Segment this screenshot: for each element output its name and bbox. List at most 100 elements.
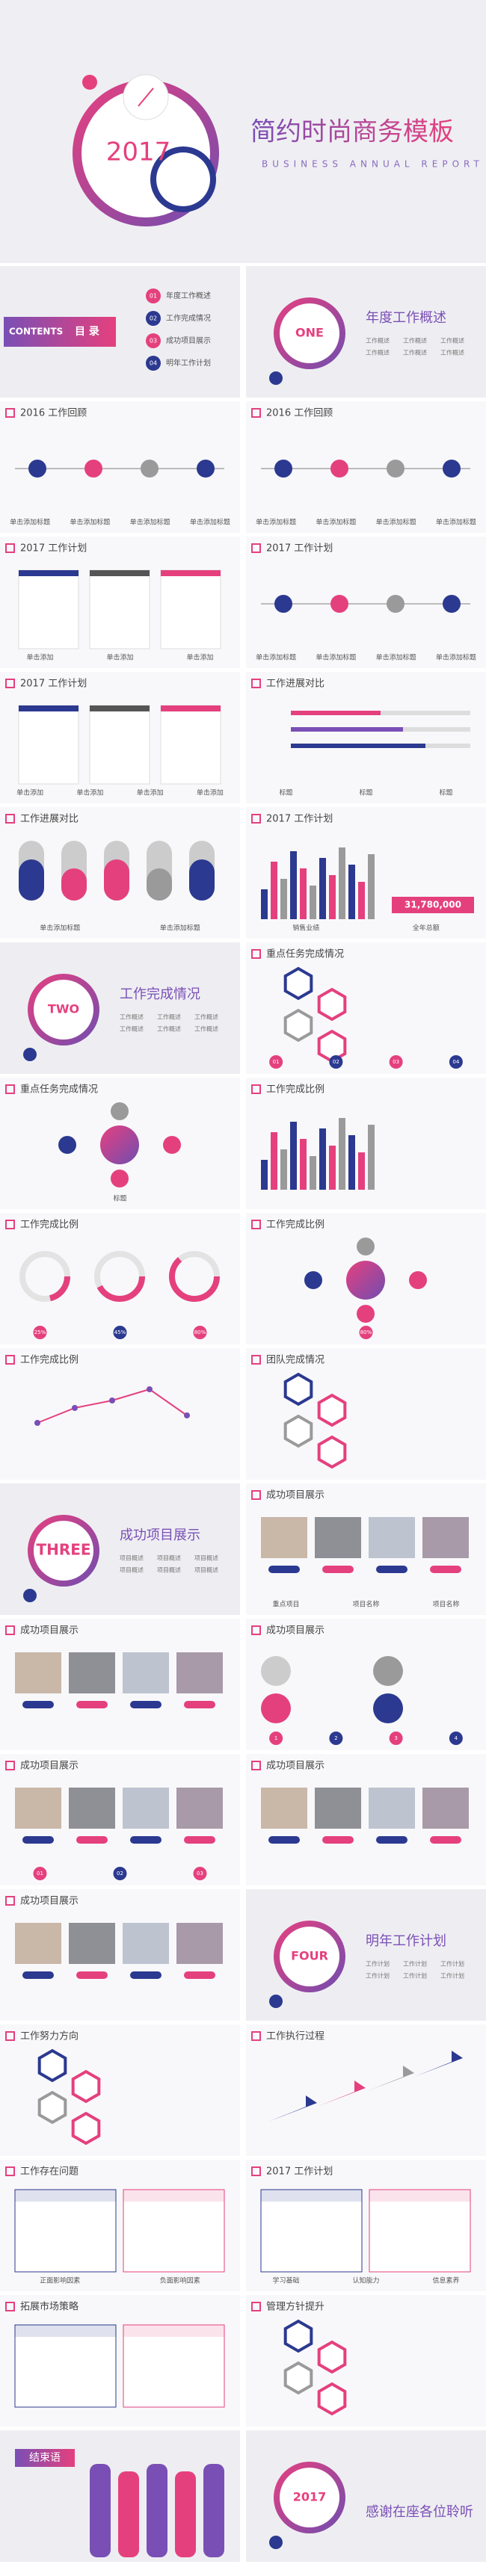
title-icon bbox=[5, 2031, 15, 2041]
timeline-node bbox=[141, 460, 159, 478]
bar-shape bbox=[280, 1149, 287, 1190]
timeline-node bbox=[197, 460, 215, 478]
item-label: 单击添加标题 bbox=[316, 653, 356, 662]
timeline-node bbox=[387, 595, 405, 613]
photo-tag bbox=[322, 1836, 354, 1844]
photo-tag bbox=[322, 1566, 354, 1573]
number-disc bbox=[373, 1656, 403, 1686]
section-item: 工作计划 bbox=[440, 1972, 464, 1980]
section-item: 工作概述 bbox=[403, 349, 427, 356]
highlight-box bbox=[392, 897, 474, 913]
photo bbox=[69, 1923, 115, 1964]
section-disc bbox=[34, 1521, 93, 1581]
item-label: 单击添加 bbox=[186, 653, 213, 662]
title-icon bbox=[251, 949, 261, 959]
slide bbox=[246, 2295, 486, 2427]
contents-num-disc bbox=[146, 333, 161, 348]
slide bbox=[246, 672, 486, 803]
highlight-value: 31,780,000 bbox=[405, 900, 461, 910]
title-icon bbox=[251, 679, 261, 688]
hexagon bbox=[317, 987, 347, 1022]
item-label: 项目名称 bbox=[352, 1600, 379, 1609]
contents-number: 04 bbox=[150, 360, 157, 367]
hexagon bbox=[71, 2111, 101, 2146]
photo-tag bbox=[376, 1836, 407, 1844]
hexagon bbox=[317, 1393, 347, 1427]
item-label: 单击添加 bbox=[26, 653, 53, 662]
item-label: 标题 bbox=[439, 788, 452, 797]
title-icon bbox=[251, 1625, 261, 1635]
number-badge bbox=[193, 1867, 207, 1880]
photo bbox=[69, 1652, 115, 1693]
hexagon bbox=[283, 1372, 313, 1406]
number-disc bbox=[373, 1693, 403, 1723]
contents-num-disc bbox=[146, 356, 161, 371]
section-item: 项目概述 bbox=[194, 1554, 218, 1562]
number-badge bbox=[269, 1055, 283, 1069]
hero-small-disc bbox=[156, 152, 210, 206]
title-icon bbox=[251, 543, 261, 553]
section-item: 工作计划 bbox=[403, 1960, 427, 1968]
item-label: 重点项目 bbox=[272, 1600, 299, 1609]
photo-tag bbox=[184, 1701, 215, 1708]
section-item: 工作计划 bbox=[366, 1972, 390, 1980]
timeline-node bbox=[84, 460, 102, 478]
hub-node bbox=[409, 1271, 427, 1289]
number-badge bbox=[449, 1055, 463, 1069]
card-top bbox=[161, 705, 221, 711]
hub-node bbox=[111, 1170, 129, 1187]
section-item: 工作概述 bbox=[366, 337, 390, 345]
photo bbox=[176, 1788, 223, 1829]
number-label: 01 bbox=[273, 1059, 280, 1065]
section-dot bbox=[269, 371, 283, 385]
box-head bbox=[15, 2190, 116, 2202]
box-head bbox=[123, 2190, 224, 2202]
slide-title: 重点任务完成情况 bbox=[266, 948, 344, 960]
timeline-node bbox=[443, 595, 461, 613]
number-label: 2 bbox=[334, 1735, 337, 1741]
box-head bbox=[369, 2190, 470, 2202]
photo-tag bbox=[76, 1836, 108, 1844]
timeline-node bbox=[28, 460, 46, 478]
section-disc bbox=[280, 1927, 339, 1986]
section-badge: THREE bbox=[36, 1541, 90, 1559]
slide-title: 工作努力方向 bbox=[20, 2030, 79, 2042]
box-head bbox=[261, 2190, 362, 2202]
pill-fill bbox=[189, 859, 215, 901]
slide-title: 2017 工作计划 bbox=[20, 679, 87, 690]
number-disc bbox=[261, 1656, 291, 1686]
bar-shape bbox=[348, 865, 355, 919]
photo-tag bbox=[76, 1701, 108, 1708]
item-label: 销售业绩 bbox=[292, 924, 319, 933]
title-icon bbox=[251, 1220, 261, 1229]
slide-title: 团队完成情况 bbox=[266, 1355, 324, 1366]
title-icon bbox=[251, 1355, 261, 1365]
photo bbox=[422, 1788, 469, 1829]
section-disc bbox=[280, 2468, 339, 2527]
hexagon bbox=[283, 1414, 313, 1448]
number-badge bbox=[193, 1326, 207, 1339]
box-head bbox=[15, 2325, 116, 2337]
hexagon bbox=[283, 2361, 313, 2395]
card-top bbox=[19, 570, 79, 576]
item-label: 认知能力 bbox=[352, 2276, 379, 2285]
number-label: 80% bbox=[194, 1329, 206, 1335]
item-label: 单击添加标题 bbox=[70, 518, 110, 527]
bar-shape bbox=[290, 851, 297, 919]
section-item: 工作概述 bbox=[403, 337, 427, 345]
number-badge bbox=[389, 1055, 403, 1069]
card bbox=[89, 705, 150, 785]
title-icon bbox=[5, 1220, 15, 1229]
number-badge bbox=[269, 1732, 283, 1745]
card bbox=[160, 705, 221, 785]
hub-node bbox=[304, 1271, 322, 1289]
bar-shape bbox=[261, 1160, 268, 1190]
photo bbox=[261, 1517, 307, 1558]
timeline-node bbox=[274, 595, 292, 613]
closing-label: 结束语 bbox=[29, 2452, 61, 2464]
bar-shape bbox=[261, 889, 268, 919]
section-item: 工作计划 bbox=[403, 1972, 427, 1980]
slide-title: 拓展市场策略 bbox=[20, 2301, 79, 2313]
section-badge: FOUR bbox=[291, 1949, 328, 1963]
number-label: 3 bbox=[394, 1735, 397, 1741]
